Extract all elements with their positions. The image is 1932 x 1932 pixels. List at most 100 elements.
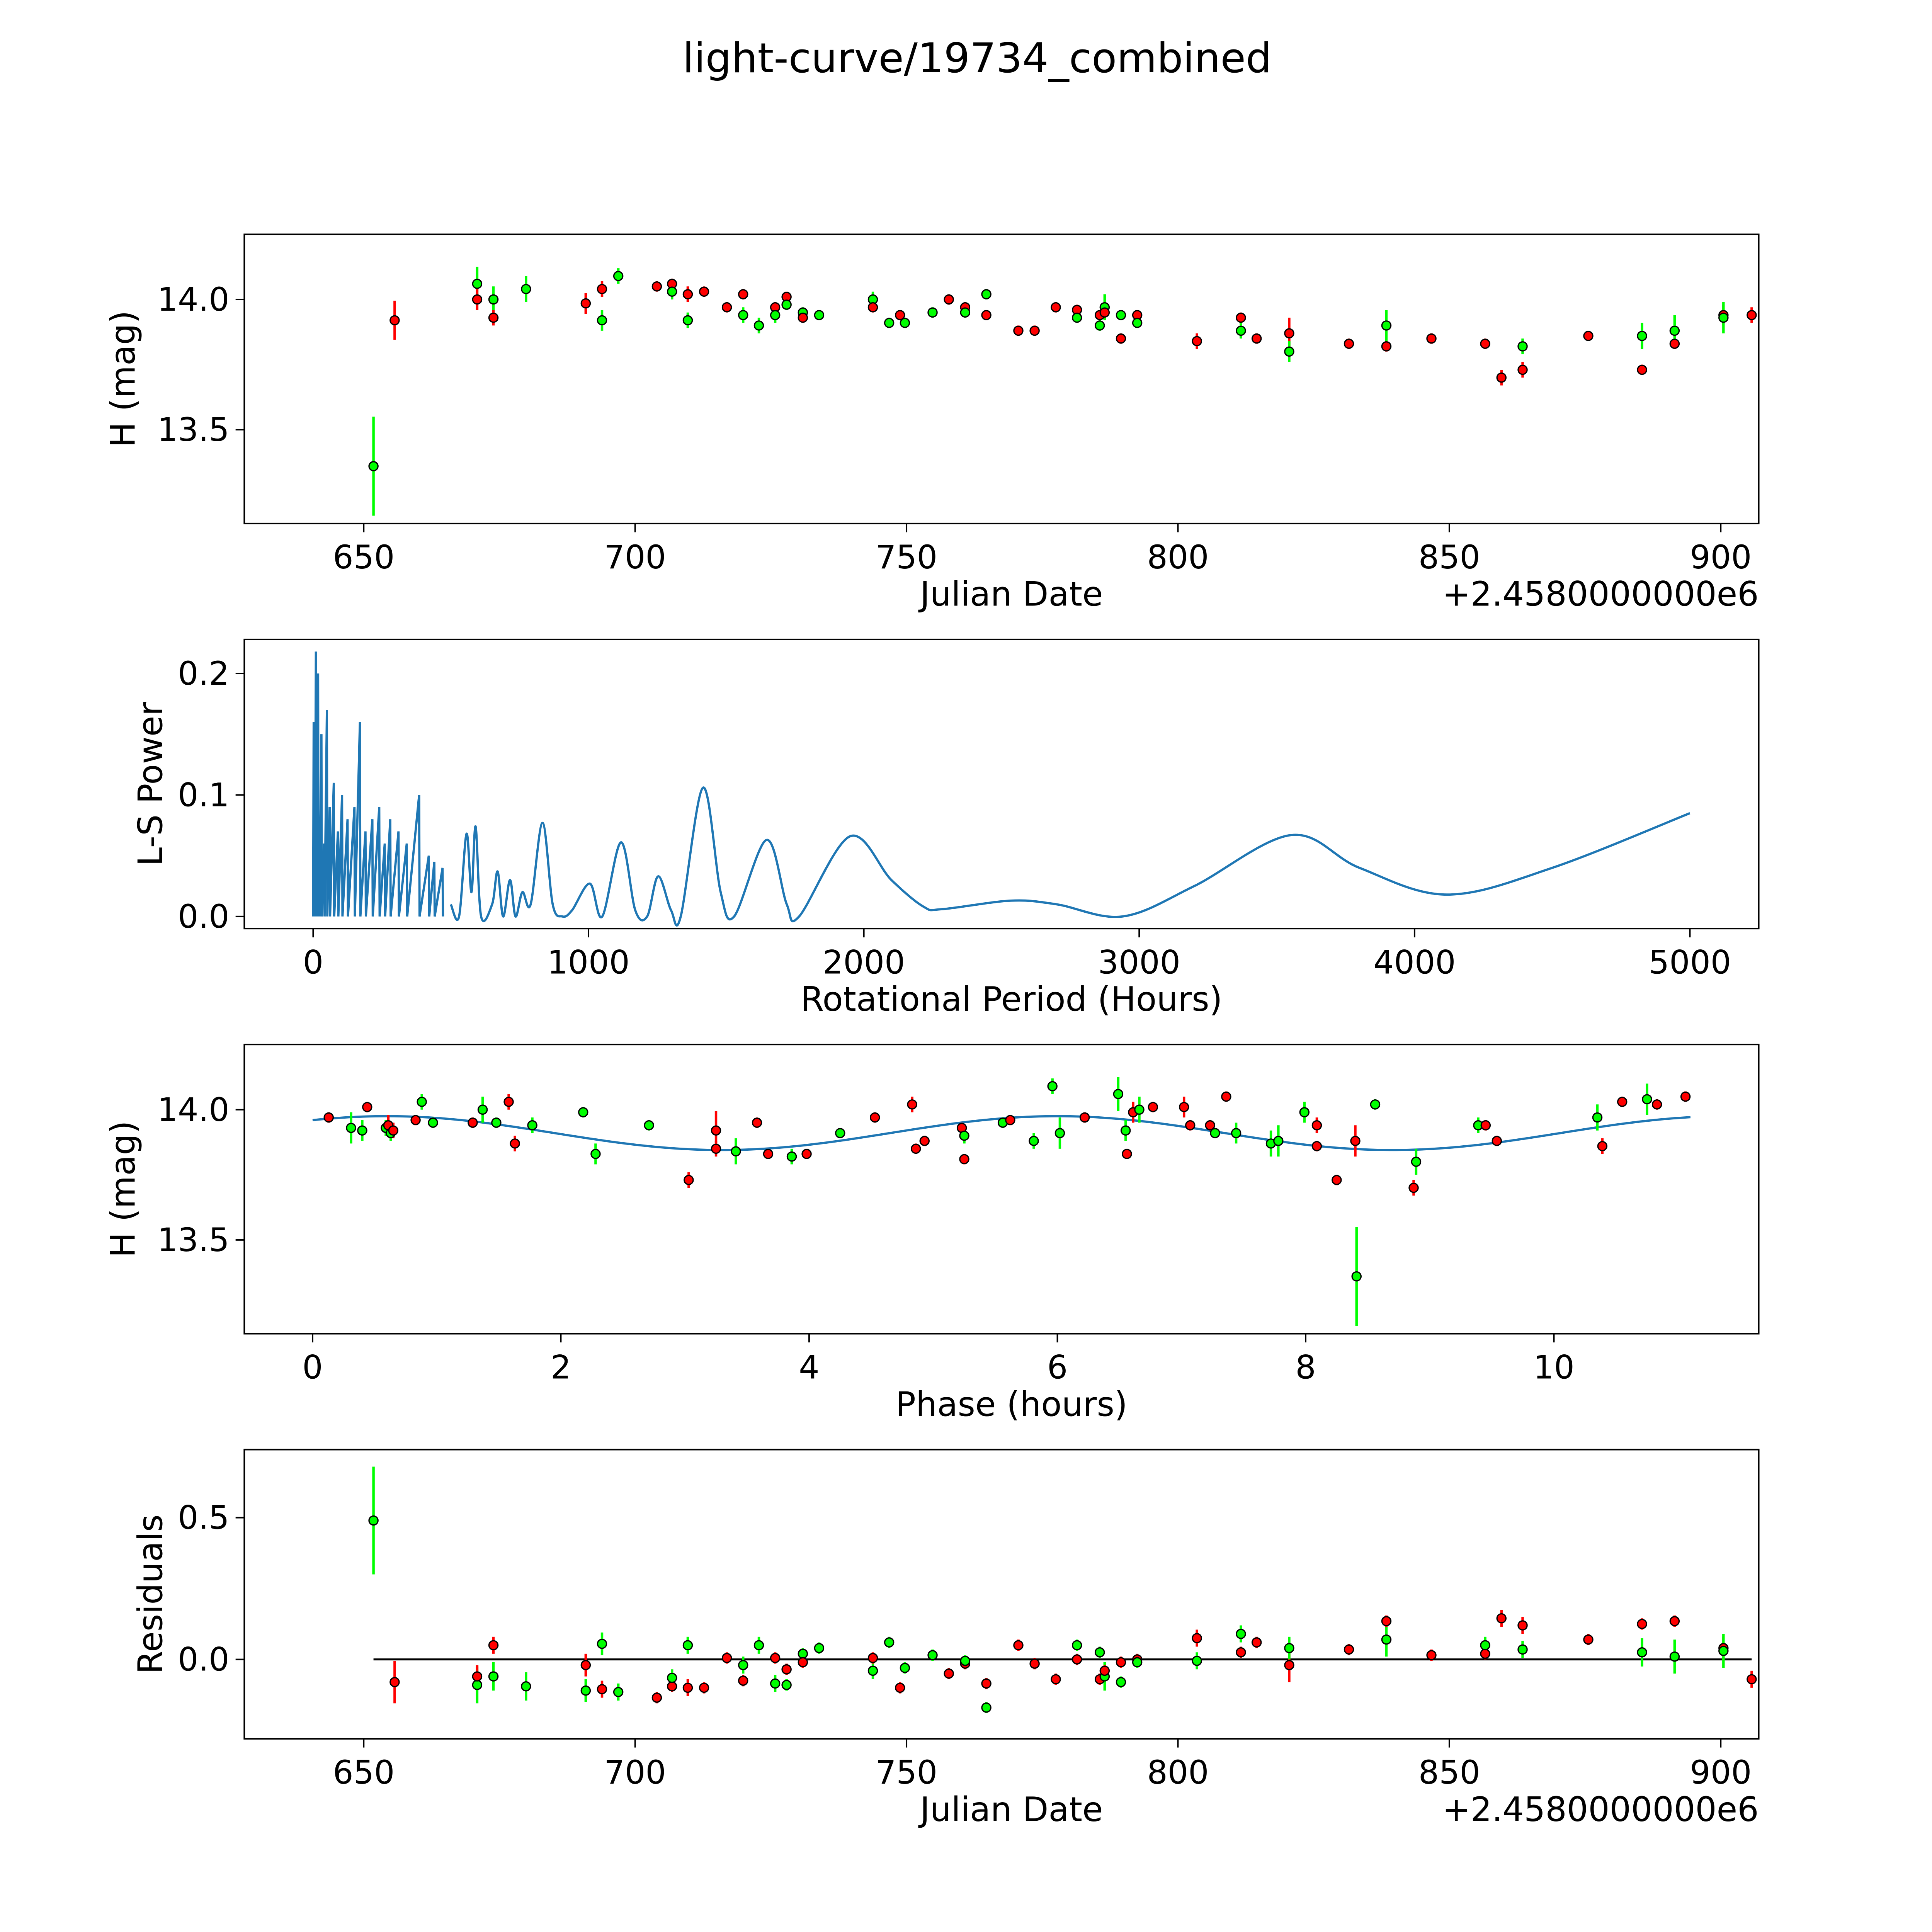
data-point	[1344, 338, 1354, 349]
data-point	[1517, 1644, 1528, 1655]
data-point	[1747, 1674, 1757, 1685]
plot-area	[312, 1077, 1691, 1326]
data-point	[721, 1653, 732, 1663]
data-point	[1099, 1665, 1110, 1676]
data-point	[1517, 364, 1528, 375]
data-point	[1617, 1097, 1628, 1107]
data-point	[389, 1677, 400, 1687]
data-point	[578, 1107, 588, 1117]
lightcurve-panel: 650 700 750 800 850 900 13.5 14.0 Julian Date H (…	[103, 233, 1760, 614]
data-point	[1179, 1102, 1189, 1112]
y-axis-label: Residuals	[131, 1514, 170, 1674]
data-point	[781, 1664, 792, 1675]
data-point	[786, 1151, 797, 1162]
data-point	[927, 1650, 938, 1660]
data-point	[1071, 1640, 1082, 1651]
x-tick-label: 750	[876, 1753, 937, 1791]
data-point	[1637, 364, 1647, 375]
data-point	[1120, 1125, 1131, 1136]
data-point	[1013, 325, 1024, 336]
figure-title: light-curve/19734_combined	[682, 34, 1272, 82]
residuals-panel: 650 700 750 800 850 900 0.0 0.5 Julian Date Resid…	[131, 1449, 1760, 1829]
data-point	[1236, 1647, 1246, 1658]
data-point	[835, 1128, 845, 1138]
y-tick-label: 0.5	[178, 1499, 229, 1537]
data-point	[1134, 1104, 1145, 1115]
data-point	[1132, 318, 1143, 328]
data-point	[682, 289, 693, 299]
data-point	[1651, 1099, 1662, 1110]
data-point	[488, 1671, 499, 1682]
axes-frame	[243, 1449, 1760, 1740]
data-point	[389, 315, 400, 326]
data-point	[959, 1130, 969, 1141]
data-point	[1669, 1651, 1680, 1662]
y-axis-label: L-S Power	[131, 702, 170, 866]
data-point	[323, 1112, 334, 1123]
data-point	[911, 1143, 921, 1154]
x-tick-label: 900	[1690, 1753, 1752, 1791]
data-point	[1583, 1634, 1594, 1645]
data-point	[1132, 1657, 1143, 1668]
y-axis-label: H (mag)	[103, 310, 143, 447]
data-point	[699, 286, 709, 297]
x-tick-label: 2000	[823, 943, 905, 981]
x-offset-label: +2.4580000000e6	[1442, 1790, 1759, 1829]
data-point	[981, 310, 992, 320]
data-point	[919, 1136, 930, 1146]
data-point	[472, 1680, 483, 1690]
data-point	[1236, 325, 1246, 336]
data-point	[1116, 1677, 1126, 1687]
data-point	[900, 1663, 910, 1673]
data-point	[1496, 1613, 1507, 1624]
data-point	[884, 1637, 895, 1648]
data-point	[960, 307, 971, 318]
x-tick-label: 850	[1418, 538, 1480, 576]
y-tick-label: 14.0	[157, 1091, 230, 1129]
x-tick-label: 10	[1533, 1349, 1575, 1386]
data-point	[867, 302, 878, 313]
y-tick-label: 0.1	[178, 776, 229, 814]
data-point	[491, 1117, 502, 1128]
x-offset-label: +2.4580000000e6	[1442, 575, 1759, 614]
data-point	[1251, 1637, 1262, 1648]
phased-panel: 0 2 4 6 8 10 13.5 14.0 Phase (hours) H (mag)	[103, 1044, 1760, 1424]
data-point	[753, 1640, 764, 1651]
data-point	[1597, 1141, 1608, 1151]
data-point	[667, 1681, 677, 1692]
data-point	[1747, 310, 1757, 320]
data-point	[1099, 307, 1110, 318]
data-point	[682, 315, 693, 326]
data-point	[417, 1097, 427, 1107]
data-point	[1205, 1120, 1215, 1131]
data-point	[682, 1640, 693, 1651]
data-point	[346, 1122, 356, 1133]
x-tick-label: 750	[876, 538, 937, 576]
data-point	[580, 298, 591, 309]
data-point	[981, 1678, 992, 1689]
periodogram-panel: 0 1000 2000 3000 4000 5000 0.0 0.1 0.2 Rotational…	[131, 638, 1760, 1019]
data-point	[927, 307, 938, 318]
data-point	[362, 1102, 372, 1112]
data-point	[763, 1149, 774, 1159]
data-point	[721, 302, 732, 313]
data-point	[388, 1125, 398, 1136]
data-point	[1051, 302, 1061, 313]
data-point	[580, 1660, 591, 1670]
data-point	[488, 312, 499, 323]
x-tick-label: 8	[1295, 1349, 1316, 1386]
data-point	[1669, 338, 1680, 349]
data-point	[368, 1515, 379, 1526]
data-point	[1284, 1643, 1294, 1653]
data-point	[1381, 341, 1392, 352]
x-tick-label: 850	[1418, 1753, 1480, 1791]
data-point	[907, 1099, 917, 1110]
x-axis-label: Rotational Period (Hours)	[801, 980, 1223, 1019]
data-point	[488, 294, 499, 305]
data-point	[1251, 333, 1262, 344]
data-point	[590, 1149, 601, 1159]
data-point	[1408, 1182, 1419, 1193]
x-tick-label: 800	[1147, 538, 1209, 576]
data-point	[1411, 1156, 1422, 1167]
data-point	[682, 1682, 693, 1693]
